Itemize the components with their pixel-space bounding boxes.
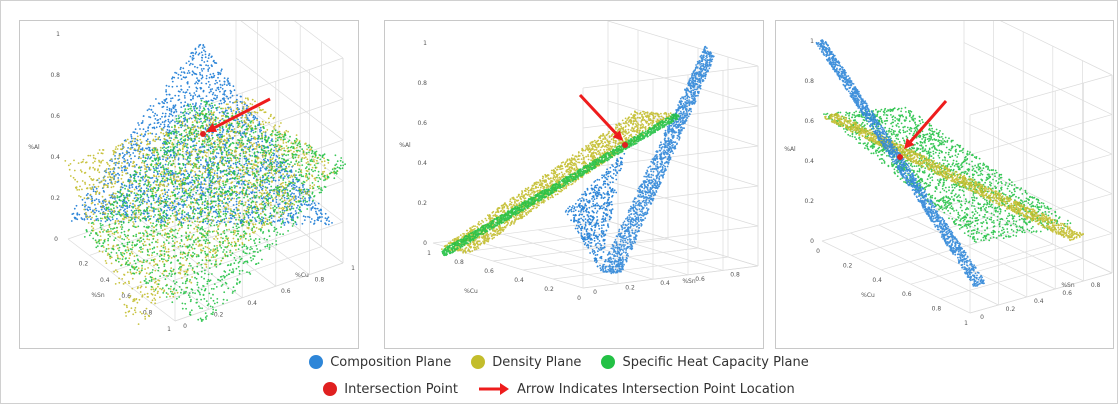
x-tick-1: 0.2 xyxy=(79,260,89,267)
x-tick-2: 1 xyxy=(427,250,431,257)
intersection-point-3 xyxy=(897,154,903,160)
x-tick-2: 0.8 xyxy=(454,259,464,266)
x-tick-3: 0.2 xyxy=(843,262,853,269)
composition-plane-2 xyxy=(600,45,715,275)
z-axis-label-1: %Al xyxy=(28,144,40,151)
x-axis-label-2: %Cu xyxy=(464,288,478,295)
heat-capacity-marker-icon xyxy=(601,355,616,369)
legend-label-heat: Specific Heat Capacity Plane xyxy=(622,354,809,370)
z-tick-1: 0.6 xyxy=(50,113,60,120)
scatter-plot-1: 0 0.2 0.4 0.6 0.8 1 0.2 0.4 0.6 0.8 1 0 0.2 0.4 0.6 0.8… xyxy=(28,21,355,333)
z-tick-3: 0.2 xyxy=(804,198,814,205)
red-arrow-icon xyxy=(479,383,510,395)
heat-plane-3 xyxy=(823,106,1072,243)
z-tick-1: 0.2 xyxy=(50,195,60,202)
legend-label-arrow: Arrow Indicates Intersection Point Locat… xyxy=(517,381,795,397)
composition-plane-2b xyxy=(564,152,626,269)
z-tick-2: 0.2 xyxy=(417,200,427,207)
y-tick-3: 0 xyxy=(980,314,984,321)
x-tick-2: 0 xyxy=(577,295,581,302)
legend-row-2: Intersection Point Arrow Indicates Inter… xyxy=(0,378,1118,400)
x-tick-1: 1 xyxy=(167,326,171,333)
x-tick-1: 0.6 xyxy=(121,293,131,300)
z-tick-3: 0.8 xyxy=(804,78,814,85)
y-tick-3: 0.2 xyxy=(1006,306,1016,313)
z-tick-2: 0.6 xyxy=(417,120,427,127)
z-tick-3: 0.4 xyxy=(804,158,814,165)
intersection-marker-icon xyxy=(323,382,338,396)
z-tick-1: 0.8 xyxy=(50,72,60,79)
plot-panel-1: 0 0.2 0.4 0.6 0.8 1 0.2 0.4 0.6 0.8 1 0 0.2 0.4 0.6 0.8… xyxy=(19,20,359,349)
x-tick-3: 0.4 xyxy=(872,277,882,284)
z-tick-2: 0 xyxy=(423,240,427,247)
y-tick-2: 0 xyxy=(593,289,597,296)
y-tick-1: 0.8 xyxy=(315,277,325,284)
plot-panel-3: 0 0.2 0.4 0.6 0.8 1 0 0.2 0.4 0.6 0.8 1 0 0.2 0.4 0.6 0.… xyxy=(775,20,1114,349)
heat-plane-2 xyxy=(441,113,680,257)
legend-item-composition: Composition Plane xyxy=(309,355,451,370)
legend-item-density: Density Plane xyxy=(471,355,581,370)
x-tick-1: 0.8 xyxy=(143,310,153,317)
x-tick-2: 0.2 xyxy=(544,286,554,293)
density-marker-icon xyxy=(471,355,486,369)
x-tick-2: 0.4 xyxy=(514,277,524,284)
y-tick-3: 0.8 xyxy=(1091,282,1101,289)
y-tick-2: 0.2 xyxy=(625,285,635,292)
y-tick-1: 1 xyxy=(351,265,355,272)
y-tick-1: 0.6 xyxy=(281,288,291,295)
x-tick-1: 0.4 xyxy=(100,277,110,284)
x-tick-3: 0 xyxy=(816,248,820,255)
x-tick-2: 0.6 xyxy=(484,268,494,275)
y-axis-label-2: %Sn xyxy=(682,278,696,285)
grid-3 xyxy=(821,21,1113,314)
z-axis-label-2: %Al xyxy=(399,142,411,149)
legend-row-1: Composition Plane Density Plane Specific… xyxy=(0,351,1118,373)
legend-item-heat: Specific Heat Capacity Plane xyxy=(601,354,809,370)
y-tick-1: 0 xyxy=(183,323,187,330)
x-tick-3: 0.8 xyxy=(932,306,942,313)
legend-label-composition: Composition Plane xyxy=(330,354,452,370)
heat-plane-1 xyxy=(83,99,346,322)
z-tick-1: 0.4 xyxy=(50,154,60,161)
red-arrow-3 xyxy=(904,100,948,149)
plot-panel-2: 0 0.2 0.4 0.6 0.8 1 1 0.8 0.6 0.4 0.2 0 0 0.2 0.4 0.6 0.… xyxy=(384,20,764,349)
legend-item-arrow: Arrow Indicates Intersection Point Locat… xyxy=(478,382,795,397)
z-tick-3: 0.6 xyxy=(804,118,814,125)
scatter-plot-2: 0 0.2 0.4 0.6 0.8 1 1 0.8 0.6 0.4 0.2 0 0 0.2 0.4 0.6 0.… xyxy=(399,21,759,302)
z-tick-3: 1 xyxy=(810,38,814,45)
z-axis-label-3: %Al xyxy=(784,146,796,153)
y-axis-label-1: %Cu xyxy=(295,272,309,279)
z-tick-1: 1 xyxy=(56,31,60,38)
x-axis-label-3: %Cu xyxy=(861,292,875,299)
y-tick-3: 0.4 xyxy=(1034,298,1044,305)
scatter-plot-3: 0 0.2 0.4 0.6 0.8 1 0 0.2 0.4 0.6 0.8 1 0 0.2 0.4 0.6 0.… xyxy=(784,21,1113,327)
red-arrow-2 xyxy=(578,93,623,141)
x-axis-label-1: %Sn xyxy=(91,292,105,299)
y-tick-3: 0.6 xyxy=(1062,290,1072,297)
legend-label-density: Density Plane xyxy=(492,354,582,370)
z-tick-2: 0.4 xyxy=(417,160,427,167)
z-tick-2: 1 xyxy=(423,40,427,47)
composition-plane-3 xyxy=(815,39,985,287)
y-tick-2: 0.6 xyxy=(695,276,705,283)
intersection-point-2 xyxy=(622,142,628,148)
x-tick-3: 1 xyxy=(964,320,968,327)
intersection-point-1 xyxy=(200,131,206,137)
red-arrow-1 xyxy=(206,97,271,132)
legend-item-intersection: Intersection Point xyxy=(323,382,458,397)
y-tick-2: 0.4 xyxy=(660,280,670,287)
legend-label-intersection: Intersection Point xyxy=(344,381,459,397)
z-tick-3: 0 xyxy=(810,238,814,245)
composition-marker-icon xyxy=(309,355,324,369)
z-tick-1: 0 xyxy=(54,236,58,243)
y-tick-1: 0.4 xyxy=(247,300,257,307)
y-axis-label-3: %Sn xyxy=(1061,282,1075,289)
x-tick-3: 0.6 xyxy=(902,291,912,298)
y-tick-2: 0.8 xyxy=(730,271,740,278)
z-tick-2: 0.8 xyxy=(417,80,427,87)
y-tick-1: 0.2 xyxy=(214,311,224,318)
